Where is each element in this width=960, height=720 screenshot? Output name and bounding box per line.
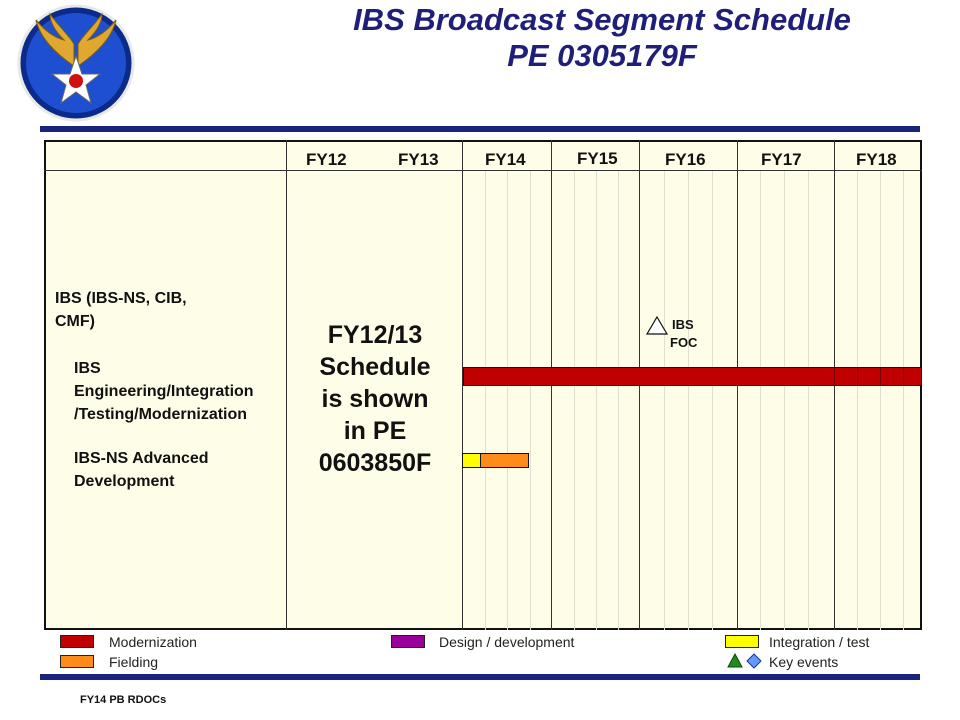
- quarter-line: [712, 171, 713, 630]
- legend-swatch-fielding: [60, 655, 94, 668]
- legend-label-design: Design / development: [439, 634, 575, 650]
- legend-label-modernization: Modernization: [109, 634, 197, 650]
- legend-label-integration: Integration / test: [769, 634, 870, 650]
- row-label-engineering: IBS Engineering/Integration /Testing/Mod…: [74, 360, 254, 423]
- bottom-divider: [40, 674, 920, 680]
- page-title: IBS Broadcast Segment Schedule: [353, 2, 851, 37]
- page-subtitle: PE 0305179F: [507, 38, 697, 73]
- quarter-line: [857, 171, 858, 630]
- quarter-line: [880, 171, 881, 630]
- quarter-line: [530, 171, 531, 630]
- fielding-bar: [480, 453, 529, 468]
- legend-key-events-icons: [727, 652, 763, 674]
- legend-swatch-integration: [725, 635, 759, 648]
- program-label: IBS (IBS-NS, CIB, CMF): [55, 290, 187, 330]
- fy-header: FY14: [485, 150, 526, 169]
- quarter-line: [485, 171, 486, 630]
- year-divider: [462, 140, 463, 630]
- milestone-label: IBS FOC: [670, 317, 698, 350]
- quarter-line: [664, 171, 665, 630]
- legend-label-key-events: Key events: [769, 654, 839, 670]
- fy-header: FY15: [577, 149, 618, 168]
- fy-header: FY13: [398, 150, 439, 169]
- quarter-line: [808, 171, 809, 630]
- bar-tick: [880, 368, 881, 385]
- header-row-line: [44, 170, 922, 171]
- integration-test-bar: [462, 453, 481, 468]
- fy-header: FY18: [856, 150, 897, 169]
- fy-header: FY17: [761, 150, 802, 169]
- quarter-line: [507, 171, 508, 630]
- top-divider: [40, 126, 920, 132]
- bar-tick: [857, 368, 858, 385]
- row-label-advanced-development: IBS-NS Advanced Development: [74, 450, 209, 490]
- legend-swatch-design: [391, 635, 425, 648]
- quarter-line: [688, 171, 689, 630]
- schedule-note: FY12/13 Schedule is shown in PE 0603850F: [318, 321, 432, 477]
- quarter-line: [784, 171, 785, 630]
- quarter-line: [596, 171, 597, 630]
- triangle-diamond-icon: [727, 652, 762, 669]
- legend-swatch-modernization: [60, 635, 94, 648]
- usaf-winged-star-icon: [17, 4, 135, 122]
- quarter-line: [760, 171, 761, 630]
- triangle-outline-icon: [645, 315, 669, 335]
- footer-text: FY14 PB RDOCs: [80, 694, 167, 706]
- bar-tick: [834, 368, 835, 385]
- year-divider: [286, 140, 287, 630]
- modernization-bar: [463, 367, 922, 386]
- quarter-line: [618, 171, 619, 630]
- legend-label-fielding: Fielding: [109, 654, 159, 670]
- quarter-line: [903, 171, 904, 630]
- bar-tick: [903, 368, 904, 385]
- usaf-logo: [16, 4, 136, 122]
- milestone-marker: [645, 315, 669, 341]
- fy-header: FY16: [665, 150, 706, 169]
- quarter-line: [574, 171, 575, 630]
- fy-header: FY12: [306, 150, 347, 169]
